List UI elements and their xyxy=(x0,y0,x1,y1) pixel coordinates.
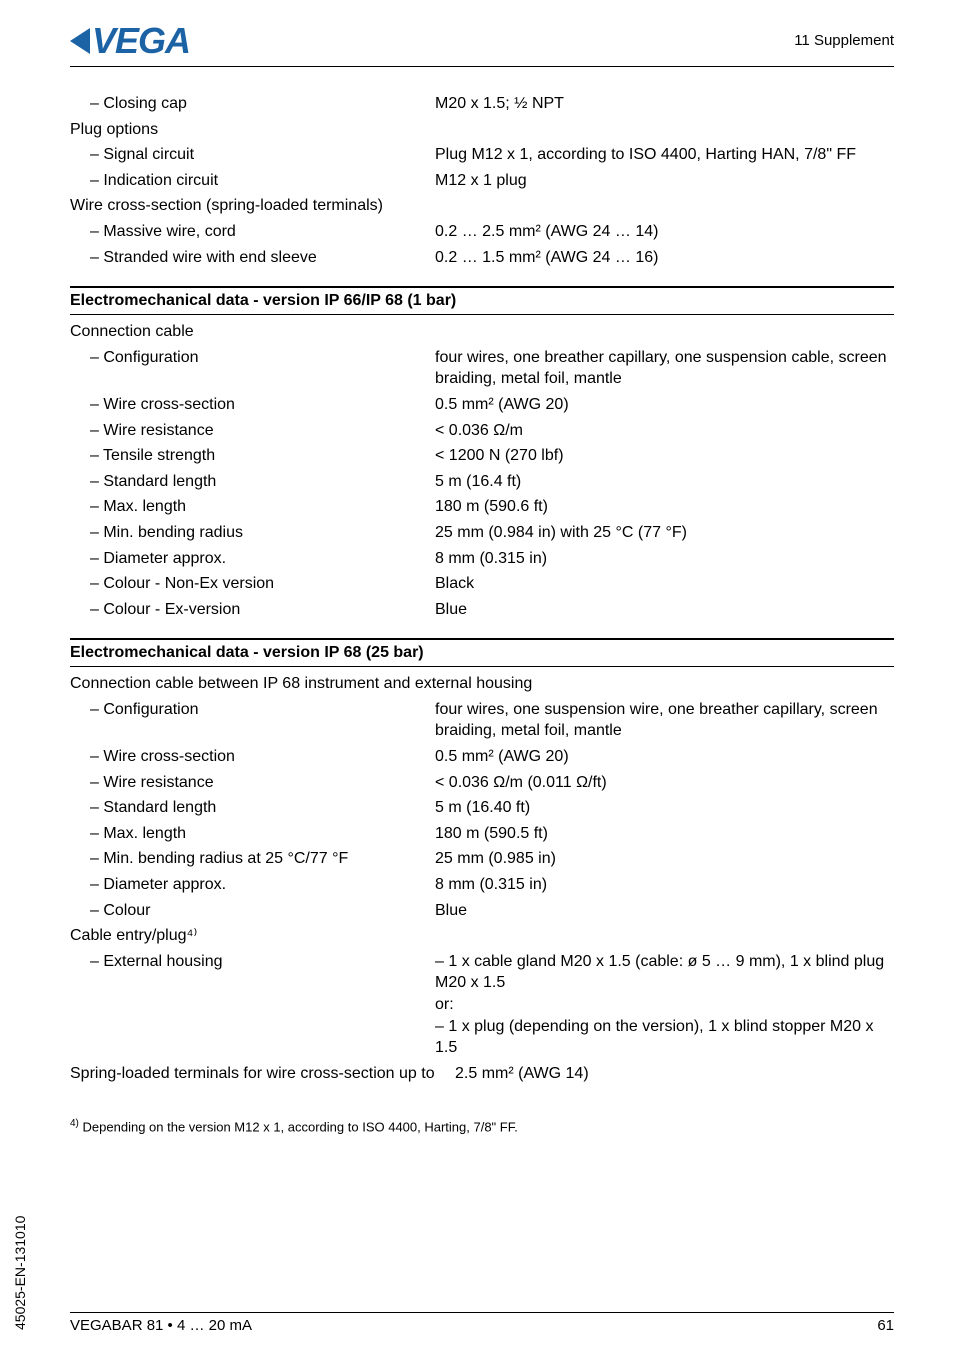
spec-label: – Standard length xyxy=(90,471,435,493)
group-label: Wire cross-section (spring-loaded termin… xyxy=(70,195,894,217)
spec-row: – ColourBlue xyxy=(90,900,894,922)
page-footer: VEGABAR 81 • 4 … 20 mA 61 xyxy=(70,1312,894,1334)
spec-row: – Max. length180 m (590.6 ft) xyxy=(90,496,894,518)
spec-value: 180 m (590.6 ft) xyxy=(435,496,894,518)
spec-row: – Signal circuit Plug M12 x 1, according… xyxy=(90,144,894,166)
spec-label: – Tensile strength xyxy=(90,445,435,467)
logo-text: VEGA xyxy=(92,20,190,62)
group-label: Connection cable between IP 68 instrumen… xyxy=(70,673,894,695)
spec-value: 0.5 mm² (AWG 20) xyxy=(435,746,894,768)
spec-value: 180 m (590.5 ft) xyxy=(435,823,894,845)
brand-logo: VEGA xyxy=(70,20,190,62)
spec-label: – Colour xyxy=(90,900,435,922)
spec-value: Blue xyxy=(435,900,894,922)
section-heading: Electromechanical data - version IP 68 (… xyxy=(70,638,894,667)
footer-right: 61 xyxy=(877,1317,894,1334)
spec-row: – Min. bending radius at 25 °C/77 °F25 m… xyxy=(90,848,894,870)
group-label: Plug options xyxy=(70,119,894,141)
spec-row: – Colour - Non-Ex versionBlack xyxy=(90,573,894,595)
spec-row: – Diameter approx.8 mm (0.315 in) xyxy=(90,548,894,570)
spec-row: – Configurationfour wires, one breather … xyxy=(90,347,894,390)
spec-value: four wires, one breather capillary, one … xyxy=(435,347,894,390)
spec-value: Blue xyxy=(435,599,894,621)
spec-label: – Max. length xyxy=(90,823,435,845)
spec-row: – Closing cap M20 x 1.5; ½ NPT xyxy=(90,93,894,115)
spec-row: – Massive wire, cord 0.2 … 2.5 mm² (AWG … xyxy=(90,221,894,243)
page: VEGA 11 Supplement – Closing cap M20 x 1… xyxy=(0,0,954,1354)
spec-label: – Diameter approx. xyxy=(90,548,435,570)
spec-row: – Wire cross-section0.5 mm² (AWG 20) xyxy=(90,746,894,768)
spec-row: – Stranded wire with end sleeve 0.2 … 1.… xyxy=(90,247,894,269)
spec-value: four wires, one suspension wire, one bre… xyxy=(435,699,894,742)
spec-value-line: or: xyxy=(435,994,894,1016)
spec-label: – Min. bending radius at 25 °C/77 °F xyxy=(90,848,435,870)
spec-row: – Colour - Ex-versionBlue xyxy=(90,599,894,621)
footer-left: VEGABAR 81 • 4 … 20 mA xyxy=(70,1317,252,1334)
doc-id-vertical: 45025-EN-131010 xyxy=(12,1216,28,1330)
spec-value-line: – 1 x plug (depending on the version), 1… xyxy=(435,1016,894,1059)
spec-value: < 0.036 Ω/m (0.011 Ω/ft) xyxy=(435,772,894,794)
spec-value: 0.5 mm² (AWG 20) xyxy=(435,394,894,416)
spec-label: – Colour - Non-Ex version xyxy=(90,573,435,595)
spec-value: < 1200 N (270 lbf) xyxy=(435,445,894,467)
spec-value: < 0.036 Ω/m xyxy=(435,420,894,442)
spec-label: – Configuration xyxy=(90,699,435,721)
spec-row: – Wire resistance< 0.036 Ω/m xyxy=(90,420,894,442)
spec-value: 0.2 … 1.5 mm² (AWG 24 … 16) xyxy=(435,247,894,269)
spec-row: – Indication circuit M12 x 1 plug xyxy=(90,170,894,192)
spec-value: 2.5 mm² (AWG 14) xyxy=(455,1063,894,1085)
spec-label: Spring-loaded terminals for wire cross-s… xyxy=(70,1063,455,1085)
spec-label: – Closing cap xyxy=(90,93,435,115)
spec-label: – Wire cross-section xyxy=(90,394,435,416)
footnote: 4) Depending on the version M12 x 1, acc… xyxy=(70,1118,894,1134)
spec-row: – Tensile strength< 1200 N (270 lbf) xyxy=(90,445,894,467)
spec-value: 5 m (16.4 ft) xyxy=(435,471,894,493)
spec-value: 5 m (16.40 ft) xyxy=(435,797,894,819)
spec-row: – Min. bending radius25 mm (0.984 in) wi… xyxy=(90,522,894,544)
section-heading: Electromechanical data - version IP 66/I… xyxy=(70,286,894,315)
spec-label: – Massive wire, cord xyxy=(90,221,435,243)
chapter-label: 11 Supplement xyxy=(794,20,894,49)
spec-row: Spring-loaded terminals for wire cross-s… xyxy=(70,1063,894,1085)
spec-row: – External housing – 1 x cable gland M20… xyxy=(90,951,894,1059)
spec-row: – Wire resistance< 0.036 Ω/m (0.011 Ω/ft… xyxy=(90,772,894,794)
spec-row: – Wire cross-section0.5 mm² (AWG 20) xyxy=(90,394,894,416)
spec-label: – Indication circuit xyxy=(90,170,435,192)
spec-label: – Wire cross-section xyxy=(90,746,435,768)
footnote-text: Depending on the version M12 x 1, accord… xyxy=(83,1120,518,1135)
logo-triangle-icon xyxy=(70,28,90,54)
spec-value: 0.2 … 2.5 mm² (AWG 24 … 14) xyxy=(435,221,894,243)
spec-value: 8 mm (0.315 in) xyxy=(435,548,894,570)
spec-label: – Stranded wire with end sleeve xyxy=(90,247,435,269)
spec-row: – Standard length5 m (16.40 ft) xyxy=(90,797,894,819)
spec-label: – Configuration xyxy=(90,347,435,369)
spec-label: – External housing xyxy=(90,951,435,973)
spec-label: – Min. bending radius xyxy=(90,522,435,544)
spec-value: M12 x 1 plug xyxy=(435,170,894,192)
spec-value: Plug M12 x 1, according to ISO 4400, Har… xyxy=(435,144,894,166)
spec-row: – Max. length180 m (590.5 ft) xyxy=(90,823,894,845)
spec-label: – Max. length xyxy=(90,496,435,518)
spec-label: – Standard length xyxy=(90,797,435,819)
footnote-marker: 4) xyxy=(70,1118,79,1129)
spec-row: – Diameter approx.8 mm (0.315 in) xyxy=(90,874,894,896)
spec-value-line: – 1 x cable gland M20 x 1.5 (cable: ø 5 … xyxy=(435,951,894,994)
group-label: Cable entry/plug⁴⁾ xyxy=(70,925,894,947)
spec-value: 25 mm (0.985 in) xyxy=(435,848,894,870)
spec-row: – Standard length5 m (16.4 ft) xyxy=(90,471,894,493)
spec-value: M20 x 1.5; ½ NPT xyxy=(435,93,894,115)
group-label: Connection cable xyxy=(70,321,894,343)
spec-value: – 1 x cable gland M20 x 1.5 (cable: ø 5 … xyxy=(435,951,894,1059)
spec-label: – Wire resistance xyxy=(90,772,435,794)
page-header: VEGA 11 Supplement xyxy=(70,20,894,67)
spec-label: – Diameter approx. xyxy=(90,874,435,896)
spec-label: – Wire resistance xyxy=(90,420,435,442)
spec-row: – Configurationfour wires, one suspensio… xyxy=(90,699,894,742)
spec-value: 8 mm (0.315 in) xyxy=(435,874,894,896)
spec-label: – Colour - Ex-version xyxy=(90,599,435,621)
spec-value: 25 mm (0.984 in) with 25 °C (77 °F) xyxy=(435,522,894,544)
spec-value: Black xyxy=(435,573,894,595)
spec-label: – Signal circuit xyxy=(90,144,435,166)
